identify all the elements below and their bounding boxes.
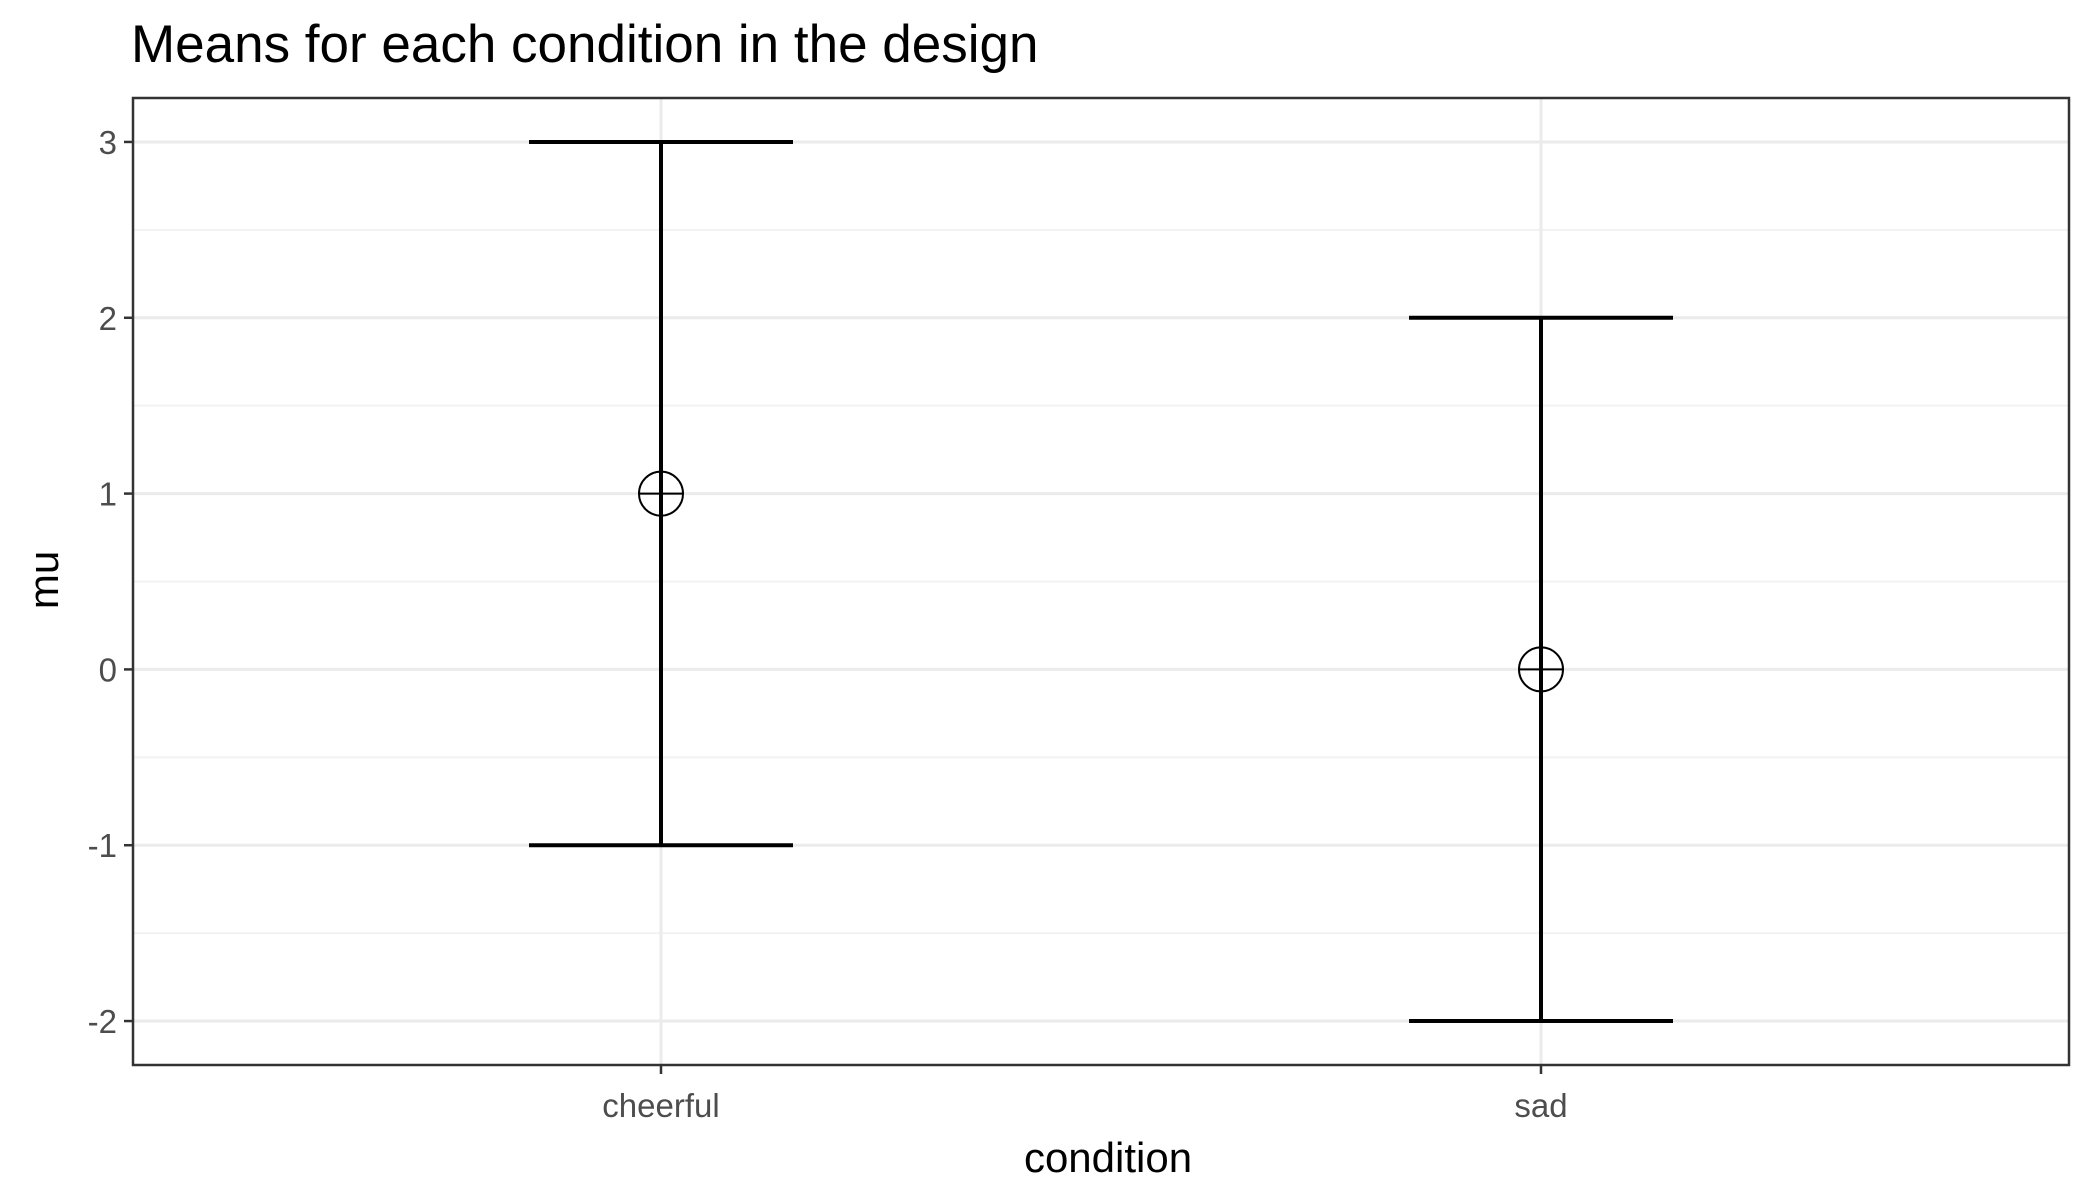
panel-border-rect bbox=[131, 96, 2071, 1067]
y-tick-label: 1 bbox=[99, 476, 117, 513]
error-bar-cheerful bbox=[529, 139, 793, 848]
y-tick-label: -2 bbox=[88, 1003, 117, 1040]
x-axis-title: condition bbox=[1024, 1134, 1192, 1181]
error-bar-sad bbox=[1409, 315, 1673, 1024]
y-tick-label: 0 bbox=[99, 651, 117, 688]
error-bars bbox=[529, 139, 1673, 1024]
y-tick-label: 2 bbox=[99, 300, 117, 337]
y-tick-label: -1 bbox=[88, 827, 117, 864]
x-axis: cheerful sad bbox=[602, 1065, 1568, 1124]
x-tick-label: cheerful bbox=[602, 1087, 719, 1124]
y-tick-label: 3 bbox=[99, 124, 117, 161]
major-gridlines bbox=[133, 98, 2069, 1065]
mean-point-cheerful bbox=[638, 470, 684, 517]
x-tick-label: sad bbox=[1514, 1087, 1567, 1124]
minor-gridlines bbox=[133, 228, 2069, 935]
y-axis: -2 -1 0 1 2 3 bbox=[88, 124, 133, 1040]
chart-title: Means for each condition in the design bbox=[131, 15, 1038, 74]
y-axis-title: mu bbox=[20, 551, 67, 609]
plot-panel-border bbox=[131, 96, 2071, 1067]
mean-point-sad bbox=[1518, 646, 1564, 693]
